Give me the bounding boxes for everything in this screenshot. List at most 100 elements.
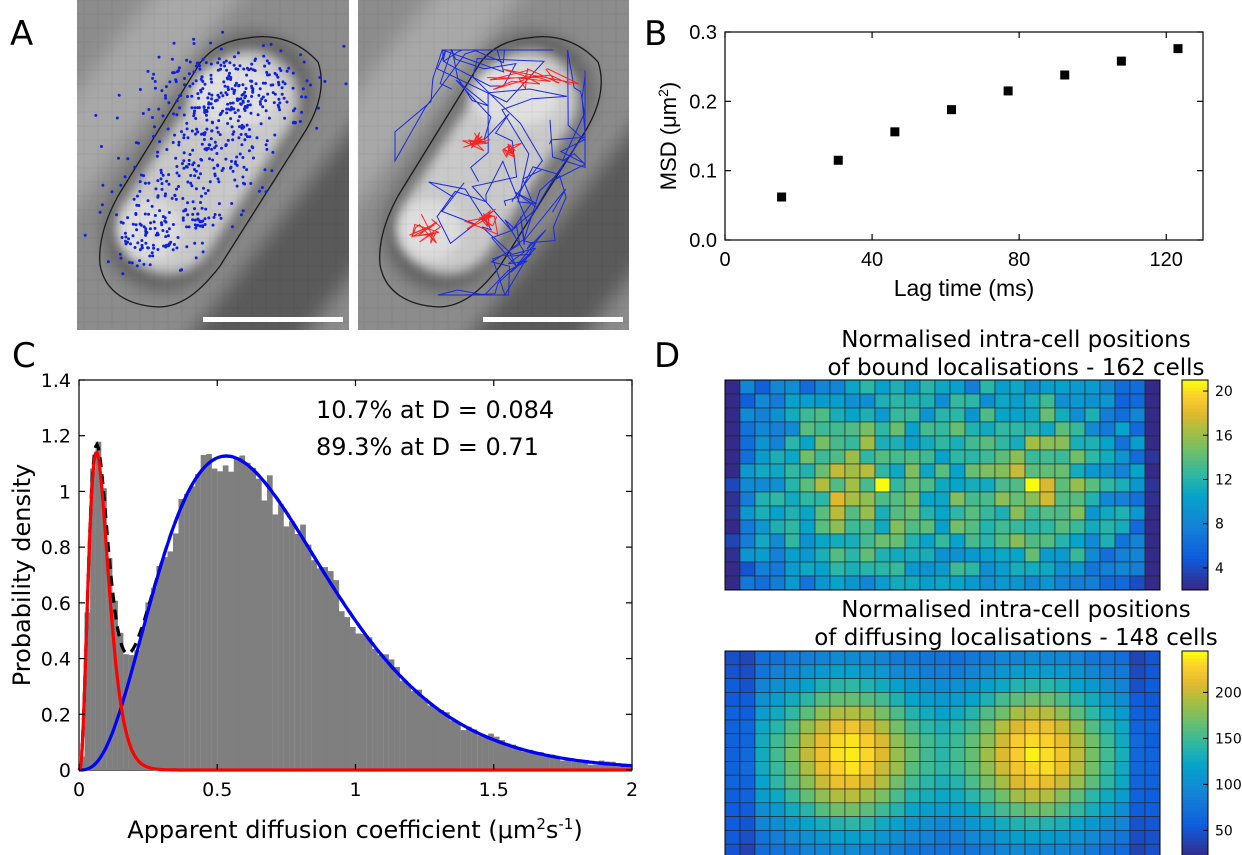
heatmap-cell — [1099, 843, 1116, 855]
localisation-dot — [233, 162, 237, 166]
heatmap-cell — [829, 519, 846, 535]
heatmap-cell — [1069, 761, 1086, 776]
localisation-dot — [204, 61, 208, 65]
heatmap-cell — [724, 393, 741, 409]
localisation-dot — [250, 94, 254, 98]
localisation-dot — [230, 87, 234, 91]
heatmap-cell — [1084, 705, 1101, 721]
heatmap-cell — [1039, 747, 1056, 762]
heatmap-cell — [904, 802, 921, 817]
heatmap-cell — [784, 463, 801, 479]
heatmap-cell — [859, 788, 876, 804]
histogram-bar — [156, 566, 163, 770]
localisation-dot — [131, 222, 135, 226]
heatmap-cell — [949, 788, 966, 804]
colorbar-segment — [1182, 401, 1208, 405]
heatmap-cell — [754, 561, 771, 577]
heatmap-cell — [724, 761, 741, 776]
localisation-dot — [273, 71, 277, 75]
histogram-bar — [477, 735, 483, 770]
colorbar-frame — [1181, 379, 1209, 591]
heatmap-cell — [1114, 692, 1131, 707]
heatmap-cell — [739, 519, 756, 535]
localisation-dot — [216, 61, 220, 65]
localisation-dot — [202, 105, 206, 109]
localisation-dot — [159, 171, 163, 175]
heatmap-cell — [1099, 407, 1116, 423]
heatmap-cell — [904, 761, 921, 776]
y-axis-label: MSD (μm2) — [655, 82, 681, 190]
localisation-dot — [298, 120, 302, 123]
localisation-dot — [247, 128, 251, 131]
heatmap-cell — [724, 788, 741, 804]
heatmap-cell — [1144, 830, 1161, 845]
heatmap-cell — [964, 561, 981, 577]
localisation-dot — [237, 84, 241, 88]
heatmap-cell — [949, 393, 966, 409]
heatmap-cell — [1009, 650, 1026, 666]
localisation-dot — [191, 82, 195, 86]
localisation-dot — [179, 268, 182, 272]
heatmap-cell — [859, 435, 876, 451]
heatmap-cell — [1129, 449, 1146, 465]
heatmap-cell — [844, 379, 861, 395]
y-tick-label: 0.8 — [41, 537, 71, 559]
localisation-dot — [182, 159, 186, 163]
heatmap-cell — [964, 830, 981, 845]
localisation-dot — [201, 250, 205, 254]
heatmap-cell — [949, 802, 966, 817]
heatmap-cell — [739, 678, 756, 693]
localisation-dot — [300, 95, 304, 99]
localisation-dot — [304, 95, 308, 99]
heatmap-cell — [799, 692, 816, 707]
heatmap-cell — [739, 463, 756, 479]
heatmap-cell — [814, 379, 831, 395]
heatmap-cell — [979, 407, 996, 423]
localisation-dot — [238, 152, 242, 156]
heatmap-cell — [1129, 421, 1146, 437]
histogram-bar — [526, 749, 533, 770]
heatmap-cell — [754, 547, 771, 563]
heatmap-cell — [829, 816, 846, 831]
heatmap-cell — [1054, 575, 1071, 591]
histogram-bar — [128, 655, 135, 770]
heatmap-cell — [859, 843, 876, 855]
heatmap-cell — [1129, 379, 1146, 395]
localisation-dot — [187, 72, 191, 76]
heatmap-cell — [994, 761, 1011, 776]
heatmap-cell — [754, 719, 771, 735]
heatmap-cell — [934, 650, 951, 666]
histogram-bar — [184, 493, 190, 770]
heatmap-cell — [889, 774, 906, 790]
heatmap-cell — [949, 379, 966, 395]
localisation-dot — [230, 202, 234, 205]
localisation-dot — [166, 234, 170, 238]
heatmap-cell — [919, 719, 936, 735]
localisation-dot — [229, 117, 233, 121]
heatmap-cell — [814, 435, 831, 451]
histogram-bar — [410, 691, 417, 770]
heatmap-cell — [949, 747, 966, 762]
localisation-dot — [189, 181, 193, 185]
heatmap-cell — [904, 575, 921, 591]
colorbar-segment — [1182, 387, 1208, 391]
colorbar-segment — [1182, 471, 1208, 475]
histogram-bar — [388, 659, 395, 770]
heatmap-cell — [919, 650, 936, 666]
heatmap-cell — [1099, 761, 1116, 776]
heatmap-cell — [1054, 802, 1071, 817]
localisation-dot — [175, 171, 179, 175]
heatmap-cell — [1114, 816, 1131, 831]
colorbar-segment — [1182, 457, 1208, 461]
heatmap-cell — [919, 788, 936, 804]
localisation-dot — [167, 242, 171, 246]
histogram-bar — [95, 441, 102, 770]
localisation-dot — [238, 64, 242, 68]
histogram-bar — [366, 637, 373, 770]
heatmap-cell — [949, 449, 966, 465]
heatmap-cell — [874, 761, 891, 776]
heatmap-cell — [844, 774, 861, 790]
colorbar-segment — [1182, 847, 1208, 852]
heatmap-cell — [934, 719, 951, 735]
localisation-dot — [215, 126, 219, 130]
